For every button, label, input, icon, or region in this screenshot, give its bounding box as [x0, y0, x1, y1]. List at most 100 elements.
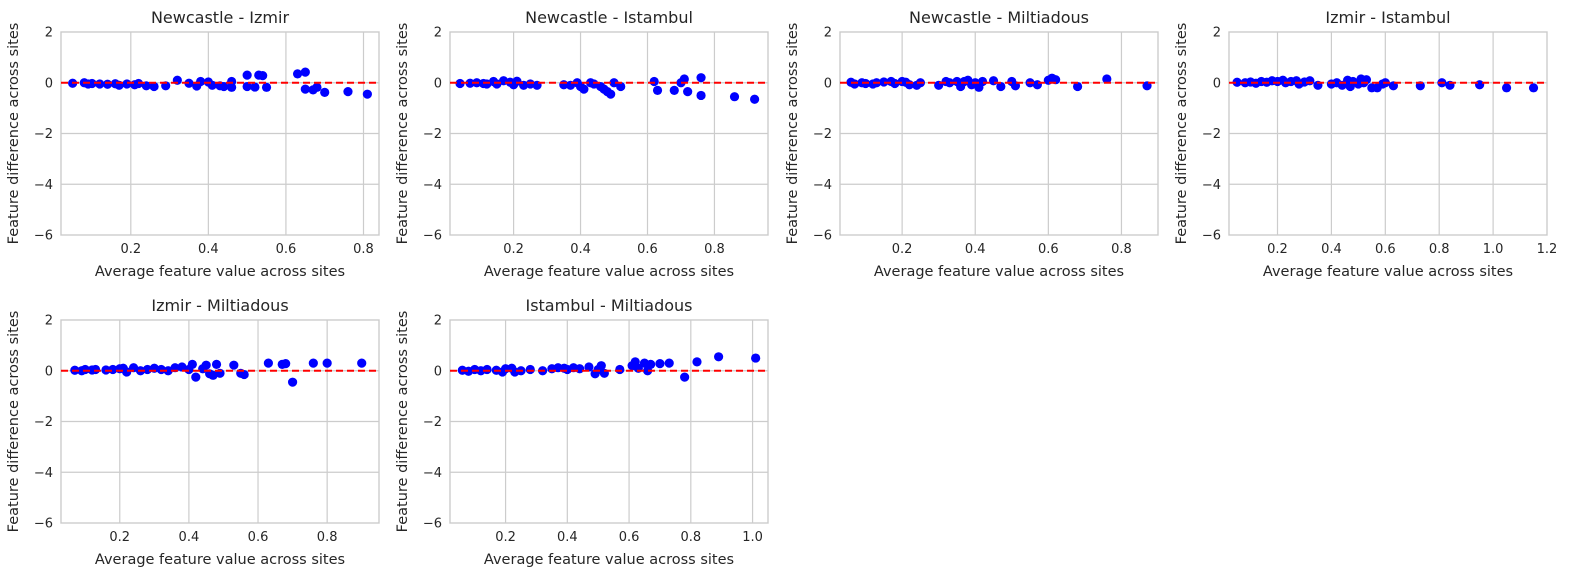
x-tick-label: 0.4 — [965, 242, 986, 257]
data-point — [1528, 83, 1539, 93]
y-tick-label: 0 — [45, 76, 53, 91]
y-axis-label: Feature difference across sites — [785, 23, 801, 245]
data-point — [575, 364, 585, 374]
y-tick-label: 0 — [434, 76, 442, 91]
data-point — [242, 70, 252, 80]
data-point — [669, 85, 679, 95]
subplot-title: Newcastle - Miltiadous — [909, 8, 1089, 27]
data-point — [977, 76, 988, 87]
data-point — [108, 364, 118, 375]
data-point — [1232, 77, 1242, 87]
data-point — [482, 364, 492, 375]
x-tick-label: 0.6 — [637, 242, 658, 257]
data-point — [211, 359, 222, 370]
data-point — [362, 89, 372, 99]
subplot-title: Istambul - Miltiadous — [525, 296, 692, 315]
x-axis-label: Average feature value across sites — [95, 552, 345, 568]
data-point — [579, 84, 589, 94]
data-point — [890, 78, 900, 89]
data-point — [187, 359, 197, 370]
data-point — [292, 69, 303, 79]
y-tick-label: −2 — [34, 127, 53, 142]
plot-frame — [1228, 31, 1548, 236]
x-tick-label: 0.6 — [1375, 242, 1396, 257]
x-tick-label: 1.2 — [1537, 242, 1558, 257]
plot-frame — [60, 319, 380, 524]
y-tick-label: −2 — [1202, 127, 1221, 142]
x-axis-label: Average feature value across sites — [95, 264, 345, 280]
y-tick-label: −6 — [34, 517, 53, 532]
data-point — [80, 364, 90, 375]
data-point — [714, 352, 724, 362]
y-tick-label: 2 — [45, 26, 53, 41]
data-point — [156, 364, 166, 375]
y-tick-label: −6 — [423, 517, 442, 532]
data-point — [87, 78, 97, 89]
y-tick-label: 0 — [1213, 76, 1221, 91]
y-tick-label: −2 — [813, 127, 832, 142]
data-point — [1501, 83, 1512, 93]
data-point — [142, 364, 153, 375]
data-point — [664, 358, 674, 368]
data-point — [287, 377, 298, 387]
data-point — [1102, 74, 1112, 84]
data-point — [258, 71, 268, 81]
data-point — [455, 78, 465, 89]
data-point — [655, 359, 665, 369]
y-tick-label: 0 — [824, 76, 832, 91]
data-point — [229, 360, 239, 370]
x-tick-label: 0.8 — [353, 242, 374, 257]
data-point — [652, 85, 663, 95]
subplot-6: 0.2 0.4 0.6 0.8 1.0 −6 −4 −2 0 2 Istambul - Miltia… — [395, 296, 769, 568]
data-point — [300, 84, 310, 94]
x-tick-label: 0.2 — [120, 242, 141, 257]
x-tick-label: 0.4 — [179, 530, 200, 545]
x-tick-label: 0.8 — [1111, 242, 1132, 257]
y-tick-label: 0 — [45, 364, 53, 379]
data-point — [312, 82, 322, 92]
x-tick-label: 0.4 — [570, 242, 591, 257]
y-tick-label: −6 — [423, 229, 442, 244]
data-point — [646, 359, 656, 370]
data-point — [750, 94, 760, 104]
y-tick-label: −6 — [34, 229, 53, 244]
data-point — [250, 82, 260, 92]
subplot-5: 0.2 0.4 0.6 0.8 −6 −4 −2 0 2 Izmir - Miltiadous Av… — [6, 296, 380, 568]
data-point — [201, 360, 211, 370]
data-point — [1032, 80, 1042, 90]
plot-frame — [449, 31, 769, 236]
data-point — [996, 81, 1006, 92]
x-tick-label: 0.4 — [198, 242, 219, 257]
subplot-1: 0.2 0.4 0.6 0.8 −6 −4 −2 0 2 Newcastle - Izmir Ave… — [6, 8, 380, 280]
data-point — [1475, 80, 1485, 90]
data-point — [191, 372, 201, 382]
data-point — [343, 87, 353, 97]
subplot-2: 0.2 0.4 0.6 0.8 −6 −4 −2 0 2 Newcastle - Istambul… — [395, 8, 769, 280]
subplot-title: Izmir - Istambul — [1325, 8, 1450, 27]
data-point — [692, 357, 702, 367]
plot-frame — [60, 31, 380, 236]
y-axis-label: Feature difference across sites — [6, 23, 22, 245]
data-point — [90, 364, 101, 375]
y-axis-label: Feature difference across sites — [395, 311, 411, 533]
y-tick-label: −2 — [423, 415, 442, 430]
data-point — [696, 90, 706, 101]
y-tick-label: 2 — [434, 26, 442, 41]
data-point — [609, 78, 619, 88]
data-point — [122, 367, 132, 377]
subplot-3: 0.2 0.4 0.6 0.8 −6 −4 −2 0 2 Newcastle - Miltiado… — [785, 8, 1159, 280]
x-tick-label: 0.4 — [1321, 242, 1342, 257]
y-tick-label: 0 — [434, 364, 442, 379]
y-tick-label: −4 — [813, 178, 832, 193]
y-axis-label: Feature difference across sites — [6, 311, 22, 533]
data-point — [242, 81, 252, 92]
y-tick-label: 2 — [434, 314, 442, 329]
x-tick-label: 0.6 — [276, 242, 297, 257]
x-tick-label: 0.2 — [1267, 242, 1288, 257]
y-tick-label: 2 — [824, 26, 832, 41]
data-point — [196, 76, 206, 87]
x-tick-label: 1.0 — [742, 530, 763, 545]
data-point — [465, 78, 475, 88]
